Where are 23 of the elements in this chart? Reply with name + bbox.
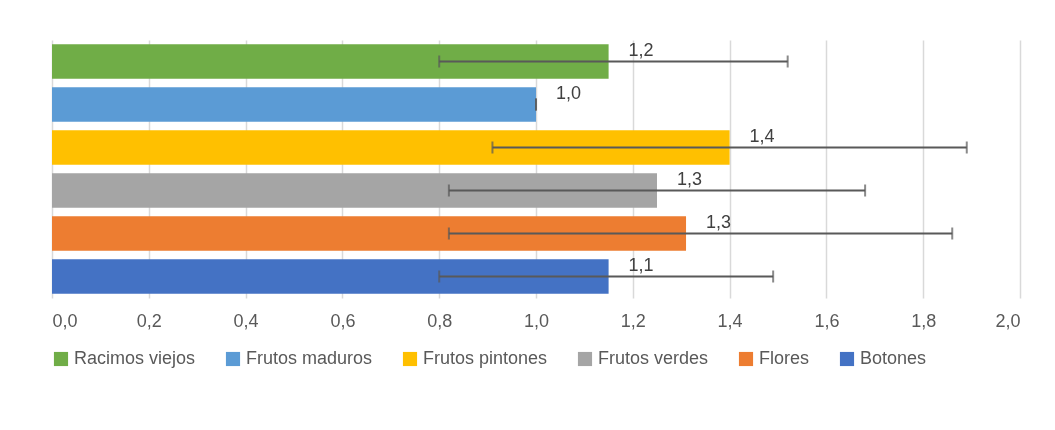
legend-label: Botones xyxy=(860,348,927,368)
x-tick-label: 1,8 xyxy=(911,310,937,331)
legend-label: Flores xyxy=(759,348,810,368)
legend-label: Racimos viejos xyxy=(74,348,196,368)
x-tick-label: 1,2 xyxy=(620,310,646,331)
x-tick-label: 0,6 xyxy=(330,310,356,331)
x-tick-label: 2,0 xyxy=(995,310,1021,331)
x-tick-label: 0,8 xyxy=(427,310,453,331)
x-tick-label: 0,0 xyxy=(52,310,78,331)
x-tick-label: 0,4 xyxy=(233,310,259,331)
x-tick-label: 1,0 xyxy=(523,310,550,331)
data-label: 1,3 xyxy=(706,211,732,232)
legend-label: Frutos verdes xyxy=(598,348,709,368)
data-label: 1,2 xyxy=(628,39,654,60)
data-label: 1,0 xyxy=(556,82,582,103)
x-tick-label: 1,6 xyxy=(814,310,840,331)
x-tick-label: 1,4 xyxy=(717,310,743,331)
x-tick-label: 0,2 xyxy=(136,310,162,331)
legend-label: Frutos maduros xyxy=(246,348,373,368)
data-label: 1,4 xyxy=(749,125,775,146)
legend-label: Frutos pintones xyxy=(423,348,548,368)
data-label: 1,1 xyxy=(628,254,654,275)
data-label: 1,3 xyxy=(677,168,703,189)
